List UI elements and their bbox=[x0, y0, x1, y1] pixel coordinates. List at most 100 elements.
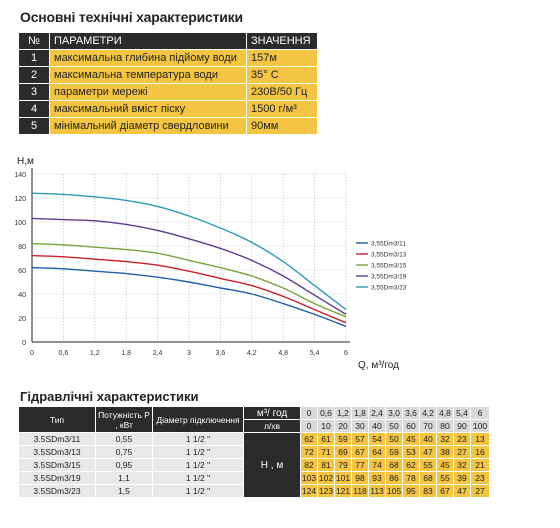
spec-row: 5 мінімальний діаметр свердловини 90мм bbox=[18, 117, 318, 135]
hyd-h-cell: 105 bbox=[385, 484, 403, 498]
hyd-q-m3: 1,8 bbox=[351, 406, 369, 420]
hyd-h-cell: 55 bbox=[419, 458, 437, 472]
spec-param: мінімальний діаметр свердловини bbox=[49, 117, 247, 135]
hyd-h-cell: 86 bbox=[385, 471, 403, 485]
hyd-h-cell: 23 bbox=[470, 471, 490, 485]
hyd-h-cell: 16 bbox=[470, 445, 490, 459]
hyd-h-cell: 118 bbox=[351, 484, 369, 498]
legend-label: 3,55Dm3/11 bbox=[371, 241, 406, 248]
hyd-h-cell: 32 bbox=[453, 458, 471, 472]
x-tick-label: 2,4 bbox=[153, 350, 163, 357]
spec-param: максимальна глибина підйому води bbox=[49, 49, 247, 67]
y-tick-label: 60 bbox=[18, 268, 26, 275]
hyd-col-type: Тип bbox=[18, 406, 96, 433]
hyd-col-power: Потужність Р , кВт bbox=[95, 406, 153, 433]
hyd-q-m3: 5,4 bbox=[453, 406, 471, 420]
hyd-h-cell: 81 bbox=[317, 458, 335, 472]
spec-num: 3 bbox=[18, 83, 50, 101]
y-tick-label: 0 bbox=[22, 340, 26, 347]
x-tick-label: 6 bbox=[344, 350, 348, 357]
spec-row: 4 максимальний вміст піску 1500 г/м³ bbox=[18, 100, 318, 118]
hyd-q-m3: 2,4 bbox=[368, 406, 386, 420]
hyd-h-cell: 23 bbox=[453, 432, 471, 446]
hyd-q-ls: 70 bbox=[419, 419, 437, 433]
hyd-diam: 1 1/2 " bbox=[152, 458, 244, 472]
hyd-h-cell: 27 bbox=[470, 484, 490, 498]
hyd-h-cell: 38 bbox=[436, 445, 454, 459]
hyd-type: 3.5SDm3/23 bbox=[18, 484, 96, 498]
hyd-type: 3.5SDm3/13 bbox=[18, 445, 96, 459]
page-title: Основні технічні характеристики bbox=[20, 9, 243, 25]
hyd-h-cell: 98 bbox=[351, 471, 369, 485]
hyd-h-cell: 47 bbox=[453, 484, 471, 498]
spec-param: максимальний вміст піску bbox=[49, 100, 247, 118]
hyd-h-cell: 68 bbox=[385, 458, 403, 472]
spec-row: 2 максимальна температура води 35° С bbox=[18, 66, 318, 84]
legend-label: 3,55Dm3/13 bbox=[371, 252, 407, 259]
hyd-type: 3.5SDm3/19 bbox=[18, 471, 96, 485]
hyd-diam: 1 1/2 " bbox=[152, 445, 244, 459]
hyd-q-ls: 100 bbox=[470, 419, 490, 433]
spec-row: 1 максимальна глибина підйому води 157м bbox=[18, 49, 318, 67]
hyd-h-cell: 62 bbox=[402, 458, 420, 472]
hyd-h-cell: 71 bbox=[317, 445, 335, 459]
hyd-h-cell: 121 bbox=[334, 484, 352, 498]
x-tick-label: 0,6 bbox=[59, 350, 69, 357]
hyd-power: 0,55 bbox=[95, 432, 153, 446]
hyd-h-cell: 40 bbox=[419, 432, 437, 446]
spec-table: № ПАРАМЕТРИ ЗНАЧЕННЯ 1 максимальна глиби… bbox=[18, 32, 318, 135]
x-tick-label: 3 bbox=[187, 350, 191, 357]
hyd-power: 0,95 bbox=[95, 458, 153, 472]
hyd-q-ls: 10 bbox=[317, 419, 335, 433]
x-tick-label: 0 bbox=[30, 350, 34, 357]
hyd-h-cell: 67 bbox=[436, 484, 454, 498]
y-tick-label: 140 bbox=[14, 172, 26, 179]
x-tick-label: 1,2 bbox=[90, 350, 100, 357]
hyd-q-m3: 3,6 bbox=[402, 406, 420, 420]
y-tick-label: 80 bbox=[18, 244, 26, 251]
y-tick-label: 100 bbox=[14, 220, 26, 227]
hyd-q-m3: 0,6 bbox=[317, 406, 335, 420]
hyd-h-cell: 13 bbox=[470, 432, 490, 446]
hyd-h-cell: 95 bbox=[402, 484, 420, 498]
hyd-q-ls-label: л/хв bbox=[243, 419, 301, 433]
hyd-q-m3-label: м³/ год bbox=[243, 406, 301, 420]
hyd-h-cell: 77 bbox=[351, 458, 369, 472]
hyd-q-m3: 4,2 bbox=[419, 406, 437, 420]
x-tick-label: 4,2 bbox=[247, 350, 257, 357]
hyd-h-cell: 103 bbox=[300, 471, 318, 485]
hyd-h-cell: 55 bbox=[436, 471, 454, 485]
hyd-q-ls: 40 bbox=[368, 419, 386, 433]
hyd-h-cell: 27 bbox=[453, 445, 471, 459]
spec-num: 1 bbox=[18, 49, 50, 67]
hyd-q-m3: 4,8 bbox=[436, 406, 454, 420]
series-line bbox=[31, 192, 347, 311]
hyd-diam: 1 1/2 " bbox=[152, 471, 244, 485]
hyd-h-cell: 59 bbox=[334, 432, 352, 446]
spec-value: 35° С bbox=[246, 66, 318, 84]
legend-label: 3,55Dm3/23 bbox=[371, 285, 407, 292]
hyd-h-cell: 83 bbox=[419, 484, 437, 498]
spec-num: 2 bbox=[18, 66, 50, 84]
hyd-h-cell: 79 bbox=[334, 458, 352, 472]
hydraulic-table: Тип Потужність Р , кВт Діаметр підключен… bbox=[18, 406, 490, 498]
hyd-diam: 1 1/2 " bbox=[152, 484, 244, 498]
hyd-q-ls: 90 bbox=[453, 419, 471, 433]
hyd-h-cell: 64 bbox=[368, 445, 386, 459]
hyd-h-cell: 21 bbox=[470, 458, 490, 472]
spec-header-num: № bbox=[18, 32, 50, 50]
hyd-h-cell: 78 bbox=[402, 471, 420, 485]
hyd-h-cell: 72 bbox=[300, 445, 318, 459]
hyd-h-cell: 102 bbox=[317, 471, 335, 485]
hyd-h-cell: 39 bbox=[453, 471, 471, 485]
hyd-q-m3: 6 bbox=[470, 406, 490, 420]
hyd-h-cell: 74 bbox=[368, 458, 386, 472]
x-tick-label: 4,8 bbox=[278, 350, 288, 357]
hyd-row: 3.5SDm3/11 0,55 1 1/2 " Н , м 62 61 59 5… bbox=[18, 432, 490, 498]
spec-value: 230В/50 Гц bbox=[246, 83, 318, 101]
hyd-h-cell: 113 bbox=[368, 484, 386, 498]
hyd-h-cell: 50 bbox=[385, 432, 403, 446]
y-tick-label: 40 bbox=[18, 292, 26, 299]
legend-label: 3,55Dm3/15 bbox=[371, 263, 407, 270]
hyd-header-row-1: Тип Потужність Р , кВт Діаметр підключен… bbox=[18, 406, 490, 433]
